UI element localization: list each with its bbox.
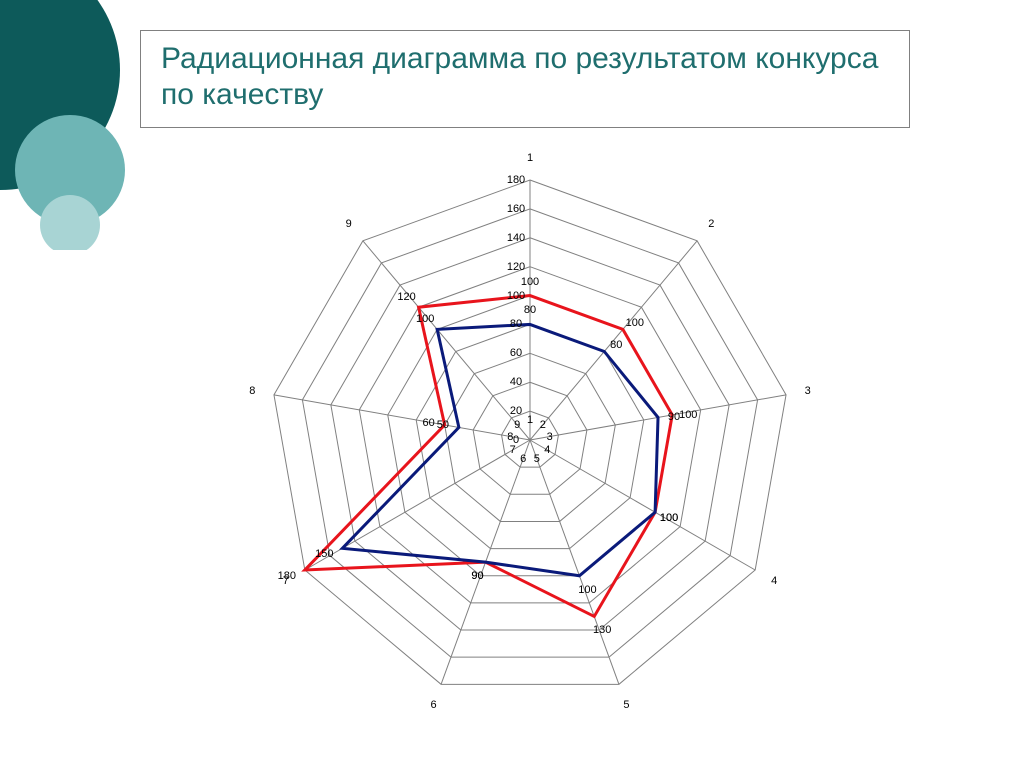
tick-label: 20 [510,405,522,417]
radar-chart: 0204060801001201401601801234567891234567… [120,140,940,750]
axis-label: 6 [430,699,436,711]
value-label: 90 [668,411,680,423]
inner-axis-index: 9 [514,419,520,431]
value-label: 100 [578,584,596,596]
axis-label: 2 [708,218,714,230]
inner-axis-index: 6 [520,453,526,465]
inner-axis-index: 1 [527,414,533,426]
value-label: 180 [278,570,296,582]
value-label: 120 [397,291,415,303]
value-label: 100 [416,313,434,325]
value-label: 80 [610,339,622,351]
slide-title-box: Радиационная диаграмма по результатом ко… [140,30,910,128]
value-label: 100 [626,317,644,329]
value-label: 100 [660,512,678,524]
axis-label: 1 [527,152,533,164]
axis-label: 5 [623,699,629,711]
tick-label: 80 [510,318,522,330]
value-label: 100 [679,409,697,421]
value-label: 50 [437,419,449,431]
tick-label: 140 [507,232,525,244]
axis-label: 3 [805,385,811,397]
value-label: 80 [524,304,536,316]
tick-label: 60 [510,347,522,359]
tick-label: 100 [507,290,525,302]
tick-label: 160 [507,203,525,215]
inner-axis-index: 3 [547,431,553,443]
value-label: 60 [423,417,435,429]
tick-label: 40 [510,376,522,388]
axis-label: 9 [346,218,352,230]
value-label: 100 [521,276,539,288]
value-label: 150 [315,548,333,560]
inner-axis-index: 2 [540,419,546,431]
tick-label: 180 [507,174,525,186]
decor-circles [0,0,140,250]
value-label: 90 [471,570,483,582]
value-label: 130 [593,624,611,636]
inner-axis-index: 7 [510,444,516,456]
slide-title: Радиационная диаграмма по результатом ко… [161,41,889,113]
inner-axis-index: 8 [507,431,513,443]
axis-label: 8 [249,385,255,397]
axis-label: 4 [771,575,777,587]
inner-axis-index: 4 [544,444,550,456]
inner-axis-index: 5 [534,453,540,465]
tick-label: 120 [507,261,525,273]
